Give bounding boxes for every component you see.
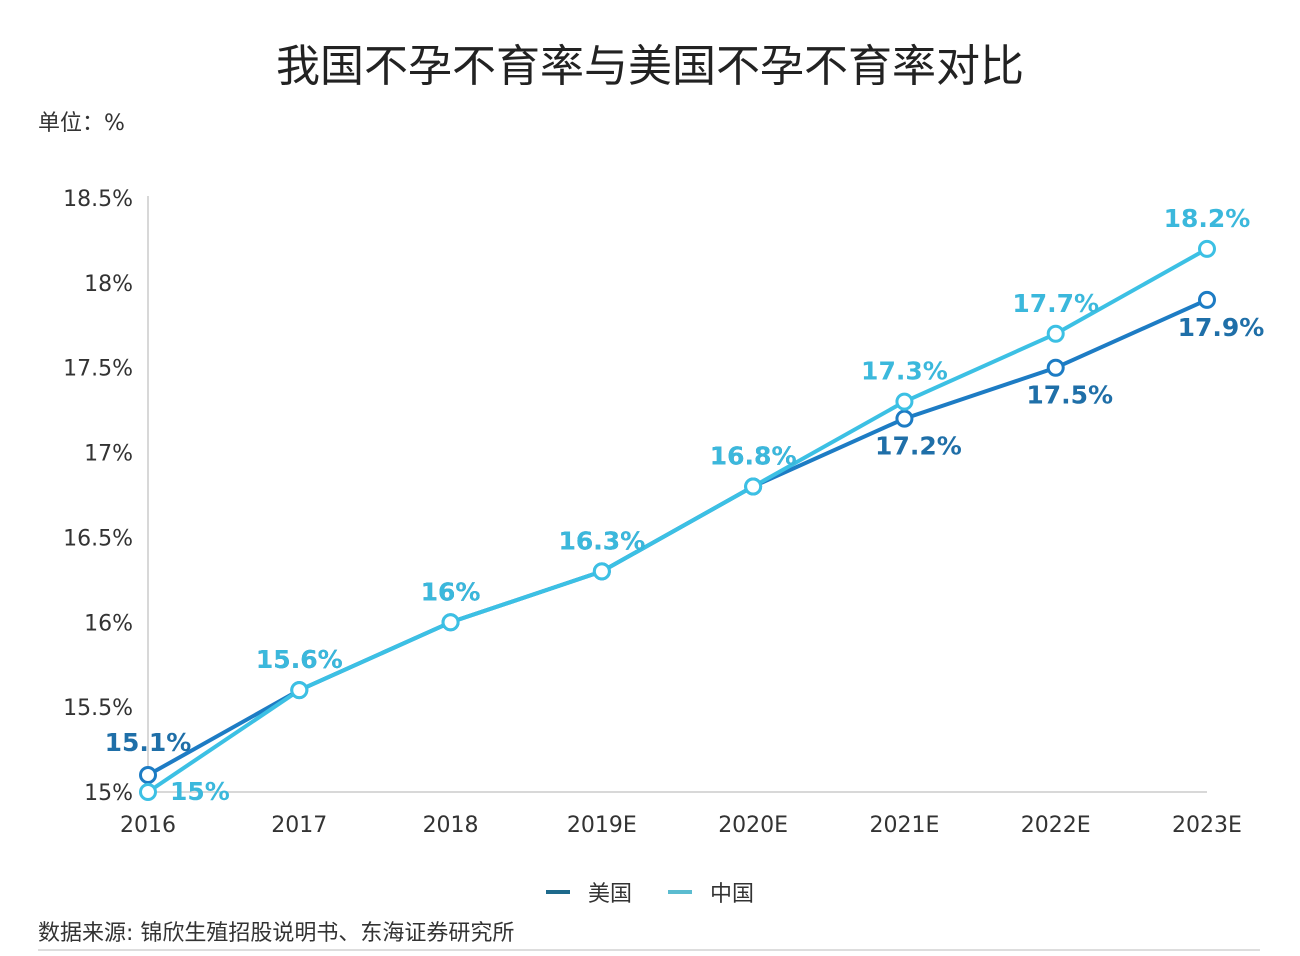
unit-label: 单位：% [38,111,125,136]
data-point-china [744,477,763,496]
y-tick-label: 17% [84,442,133,467]
data-label-us: 16% [421,577,481,606]
y-tick-label: 18% [84,272,133,297]
data-point-china [592,562,611,581]
data-point-china [895,392,914,411]
legend-label-china: 中国 [710,882,755,907]
data-point-china [441,613,460,632]
data-label-us: 17.9% [1178,313,1265,342]
data-point-china [139,783,157,801]
divider [38,949,1260,951]
data-label-china: 15% [170,777,230,806]
x-tick-label: 2019E [567,813,637,838]
data-label-china: 17.3% [861,357,948,386]
legend-swatch-us [545,890,570,894]
data-point-china [1046,324,1065,343]
y-tick-label: 17.5% [63,357,133,382]
series-line-china [146,247,1208,794]
legend-item-us: 美国 [545,876,632,908]
y-tick-label: 16% [84,611,133,636]
data-label-china: 15.6% [256,645,343,674]
source-note: 数据来源: 锦欣生殖招股说明书、东海证券研究所 [38,921,515,946]
x-tick-label: 2021E [869,813,939,838]
y-tick-label: 15.5% [63,696,133,721]
data-point-china [290,681,309,700]
legend-label-us: 美国 [587,882,632,907]
data-label-us: 16.3% [558,526,645,555]
y-tick-label: 18.5% [63,187,133,212]
data-label-china: 16.3% [558,526,645,555]
data-label-us: 17.5% [1026,381,1113,410]
data-label-us: 16.8% [710,442,797,471]
x-tick-label: 2022E [1021,813,1091,838]
chart-title: 我国不孕不育率与美国不孕不育率对比 [276,41,1024,92]
data-point-china [1198,239,1216,258]
data-point-us [139,766,157,785]
data-point-us [895,409,914,428]
data-label-china: 17.7% [1012,289,1099,318]
data-label-china: 16% [421,577,481,606]
x-tick-label: 2023E [1172,813,1242,838]
data-point-us [1046,358,1065,377]
x-tick-label: 2018 [423,813,479,838]
legend: 美国 中国 [0,876,1300,908]
x-tick-label: 2017 [271,813,327,838]
legend-swatch-china [668,890,692,894]
y-tick-label: 16.5% [63,526,133,551]
data-point-us [1198,290,1216,309]
y-tick-label: 15% [84,781,133,806]
data-label-china: 16.8% [710,442,797,471]
x-tick-label: 2016 [120,813,176,838]
data-label-us: 15.1% [105,728,192,757]
x-tick-label: 2020E [718,813,788,838]
data-label-us: 17.2% [875,432,962,461]
data-label-china: 18.2% [1164,204,1251,233]
legend-item-china: 中国 [668,876,754,908]
data-label-us: 15.6% [256,645,343,674]
